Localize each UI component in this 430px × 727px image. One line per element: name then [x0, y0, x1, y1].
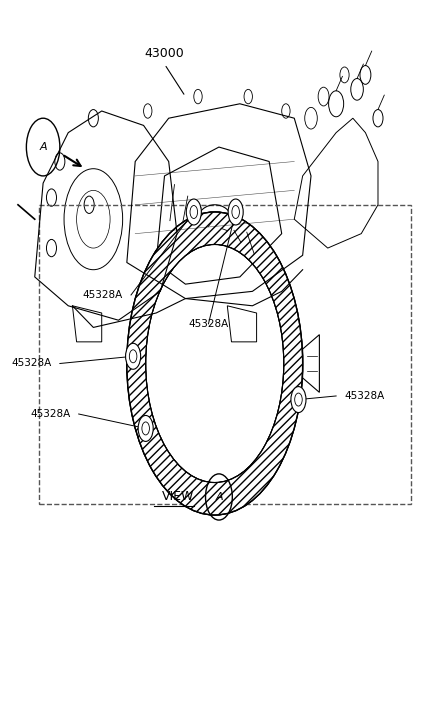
Circle shape: [125, 343, 140, 369]
Circle shape: [227, 199, 243, 225]
Text: A: A: [39, 142, 47, 152]
Text: 45328A: 45328A: [30, 409, 70, 419]
Circle shape: [138, 415, 153, 441]
Text: 43000: 43000: [144, 47, 184, 60]
Text: A: A: [215, 492, 222, 502]
Text: 45328A: 45328A: [11, 358, 51, 369]
Circle shape: [186, 199, 201, 225]
Text: VIEW: VIEW: [161, 491, 194, 504]
Circle shape: [290, 387, 305, 412]
Text: 45328A: 45328A: [188, 319, 228, 329]
Text: 45328A: 45328A: [82, 290, 123, 300]
Text: 45328A: 45328A: [344, 391, 384, 401]
Wedge shape: [126, 212, 302, 515]
